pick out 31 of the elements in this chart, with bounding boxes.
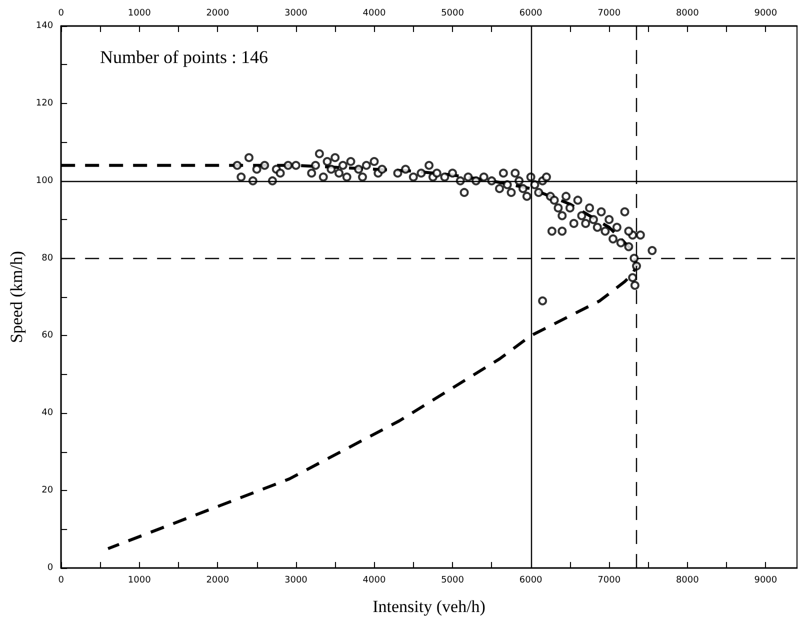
y-tick-label: 80: [42, 253, 54, 264]
x2-tick-label: 7000: [598, 8, 621, 18]
x2-tick-label: 8000: [676, 8, 700, 18]
x2-tick-label: 1000: [128, 8, 152, 18]
x-tick-label: 9000: [754, 576, 778, 586]
x2-tick-label: 6000: [519, 8, 543, 18]
x2-tick-label: 0: [58, 8, 64, 18]
annotation: Number of points : 146: [100, 47, 268, 67]
y-tick-label: 20: [42, 486, 54, 496]
x-tick-label: 1000: [128, 576, 152, 586]
x-tick-label: 8000: [676, 576, 700, 586]
x-tick-label: 5000: [441, 576, 464, 586]
x2-tick-label: 5000: [441, 8, 464, 18]
x-tick-label: 4000: [362, 576, 386, 586]
x-tick-label: 2000: [206, 576, 230, 586]
y-tick-label: 140: [36, 21, 54, 31]
x2-tick-label: 9000: [754, 8, 778, 18]
y-tick-label: 40: [42, 408, 54, 418]
x2-tick-label: 2000: [206, 8, 230, 18]
x-tick-label: 0: [58, 576, 64, 586]
x-tick-label: 6000: [519, 576, 543, 586]
y-tick-label: 60: [42, 330, 54, 341]
y-tick-label: 100: [36, 176, 54, 186]
y-tick-label: 120: [36, 98, 54, 108]
y-axis-title: Speed (km/h): [7, 250, 26, 344]
x-tick-label: 3000: [284, 576, 308, 586]
x2-tick-label: 4000: [362, 8, 386, 18]
x-tick-label: 7000: [598, 576, 621, 586]
x-axis-title: Intensity (veh/h): [372, 597, 486, 616]
x2-tick-label: 3000: [284, 8, 308, 18]
y-tick-label: 0: [47, 563, 54, 573]
